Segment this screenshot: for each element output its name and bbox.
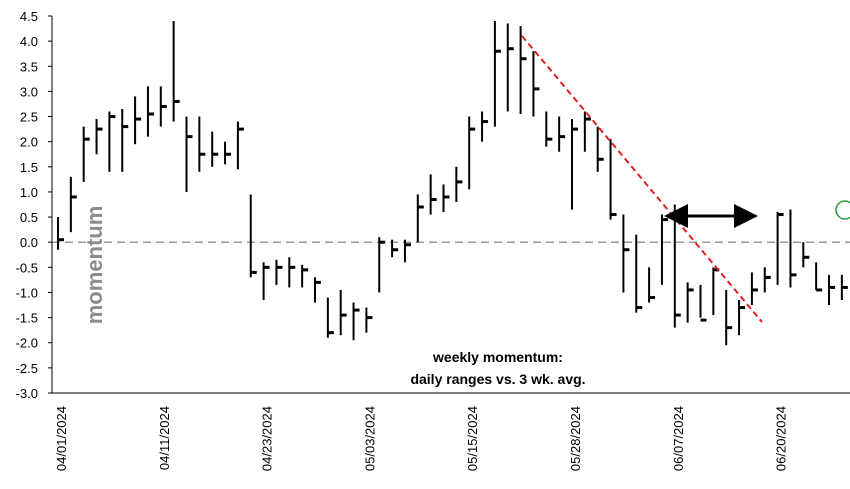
x-tick-label: 05/03/2024 bbox=[362, 406, 377, 471]
x-tick-label: 05/28/2024 bbox=[568, 406, 583, 471]
y-tick-label: -2.0 bbox=[16, 336, 38, 351]
trend-line bbox=[521, 35, 763, 323]
y-tick-label: -2.5 bbox=[16, 361, 38, 376]
x-tick-label: 06/20/2024 bbox=[774, 406, 789, 471]
x-tick-label: 04/01/2024 bbox=[54, 406, 69, 471]
annotation: daily ranges vs. 3 wk. avg. bbox=[410, 371, 585, 387]
x-tick-label: 04/23/2024 bbox=[260, 406, 275, 471]
annotation: weekly momentum: bbox=[432, 349, 563, 365]
y-tick-label: 2.0 bbox=[20, 135, 38, 150]
y-tick-label: -1.0 bbox=[16, 285, 38, 300]
y-tick-label: 1.0 bbox=[20, 185, 38, 200]
y-axis-label: momentum bbox=[82, 206, 107, 325]
y-tick-label: 1.5 bbox=[20, 160, 38, 175]
y-tick-label: 4.5 bbox=[20, 9, 38, 24]
y-tick-label: 3.0 bbox=[20, 84, 38, 99]
y-tick-label: -3.0 bbox=[16, 386, 38, 401]
y-tick-label: 4.0 bbox=[20, 34, 38, 49]
y-tick-label: -0.5 bbox=[16, 260, 38, 275]
marker-circle bbox=[835, 200, 850, 220]
y-tick-label: 0.0 bbox=[20, 235, 38, 250]
y-tick-label: 3.5 bbox=[20, 59, 38, 74]
x-tick-label: 05/15/2024 bbox=[465, 406, 480, 471]
x-tick-label: 06/07/2024 bbox=[671, 406, 686, 471]
y-tick-label: 2.5 bbox=[20, 110, 38, 125]
y-tick-label: 0.5 bbox=[20, 210, 38, 225]
y-tick-label: -1.5 bbox=[16, 311, 38, 326]
x-tick-label: 04/11/2024 bbox=[157, 406, 172, 470]
